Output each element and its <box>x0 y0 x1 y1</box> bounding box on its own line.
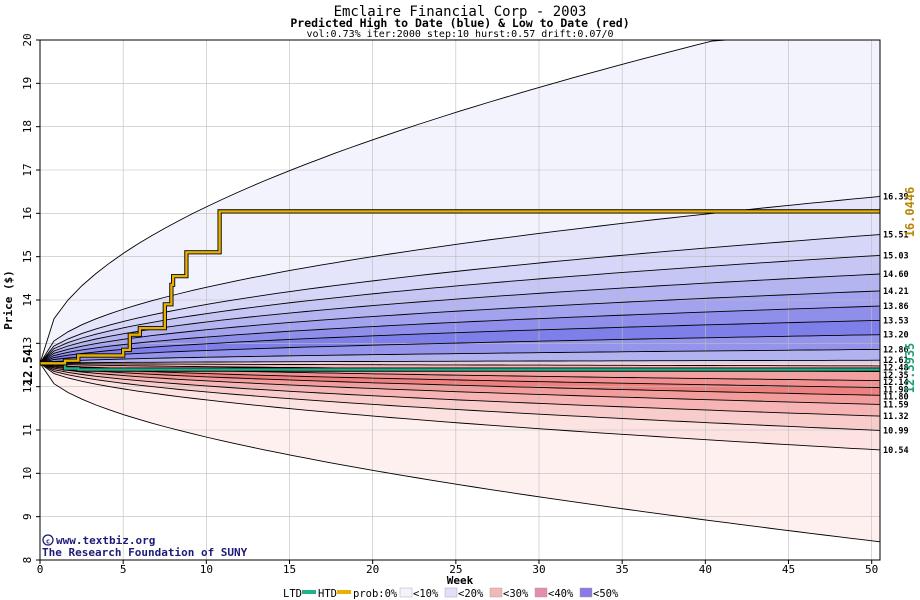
legend-prob-label: prob:0% <box>353 588 398 600</box>
x-tick-label-50: 50 <box>865 563 878 576</box>
x-tick-label-20: 20 <box>366 563 379 576</box>
credit-block: c www.textbiz.org The Research Foundatio… <box>42 534 248 559</box>
legend-item-label-0: <10% <box>413 588 439 600</box>
y-tick-label-17: 17 <box>21 163 34 176</box>
y-tick-label-13: 13 <box>21 337 34 350</box>
chart-params: vol:0.73% iter:2000 step:10 hurst:0.57 d… <box>306 29 613 40</box>
quantile-line-4 <box>39 273 881 364</box>
high-band-9 <box>40 349 880 364</box>
quantile-line-2 <box>39 234 881 364</box>
y-tick-label-16: 16 <box>21 207 34 220</box>
right-label-3: 14.60 <box>883 270 909 280</box>
x-tick-label-5: 5 <box>120 563 127 576</box>
right-label-10: 12.48 <box>883 364 909 374</box>
legend-item-label-4: <50% <box>593 588 619 600</box>
y-axis-ticks: 8 9 10 11 12 13 14 15 16 17 18 19 20 <box>21 33 40 563</box>
right-label-0: 16.39 <box>883 192 909 202</box>
right-label-8: 12.86 <box>883 345 909 355</box>
right-label-17: 10.99 <box>883 426 909 436</box>
start-price-label: 12.54 <box>21 349 35 385</box>
legend-swatch-2 <box>489 587 503 598</box>
x-tick-label-15: 15 <box>283 563 296 576</box>
quantile-line-16 <box>39 362 881 405</box>
x-axis-label: Week <box>447 574 474 587</box>
y-tick-label-15: 15 <box>21 250 34 263</box>
quantile-line-10 <box>39 359 881 364</box>
legend-htd-swatch <box>337 590 351 594</box>
right-label-16: 11.32 <box>883 412 909 422</box>
quantile-line-15 <box>39 362 881 396</box>
y-tick-label-10: 10 <box>21 467 34 480</box>
right-label-5: 13.86 <box>883 302 909 312</box>
y-axis-label: Price ($) <box>2 270 15 330</box>
legend-item-label-2: <30% <box>503 588 529 600</box>
y-tick-label-19: 19 <box>21 77 34 90</box>
right-label-9: 12.61 <box>883 356 909 366</box>
right-label-7: 13.20 <box>883 331 909 341</box>
right-label-14: 11.80 <box>883 393 909 403</box>
right-label-2: 15.03 <box>883 251 909 261</box>
legend-item-label-3: <40% <box>548 588 574 600</box>
quantile-line-6 <box>39 305 881 364</box>
copyright-icon <box>42 534 54 546</box>
y-tick-label-9: 9 <box>21 513 34 520</box>
y-tick-label-11: 11 <box>21 423 34 436</box>
legend-htd-label: HTD <box>318 588 337 600</box>
quantile-line-9 <box>39 348 881 364</box>
htd-path <box>40 210 880 365</box>
y-tick-label-12: 12 <box>21 380 34 393</box>
todate-paths <box>40 209 880 372</box>
quantile-line-5 <box>39 290 881 364</box>
quantile-line-11 <box>39 362 881 367</box>
copyright-icon-glyph: c <box>46 538 50 546</box>
right-label-13: 11.98 <box>883 385 909 395</box>
x-tick-label-45: 45 <box>782 563 795 576</box>
quantile-line-7 <box>39 319 881 364</box>
quantile-line-8 <box>39 334 881 364</box>
y-tick-label-8: 8 <box>21 557 34 564</box>
right-label-1: 15.51 <box>883 231 909 241</box>
legend: LTD HTD prob:0% <10% <20% <30% <40% <50% <box>283 587 619 600</box>
quantile-line-14 <box>39 362 881 388</box>
legend-ltd-swatch <box>302 590 316 594</box>
x-axis-ticks: 0 5 10 15 20 25 30 35 40 45 50 <box>37 560 878 576</box>
right-label-6: 13.53 <box>883 316 909 326</box>
chart-subtitle: Predicted High to Date (blue) & Low to D… <box>290 16 629 30</box>
credit-org: The Research Foundation of SUNY <box>42 546 248 559</box>
quantile-line-19 <box>39 362 881 451</box>
legend-swatch-4 <box>579 587 593 598</box>
quantile-lines <box>39 39 881 543</box>
x-tick-label-10: 10 <box>200 563 213 576</box>
ltd-final-label: 12.3935 <box>903 343 917 394</box>
x-tick-label-0: 0 <box>37 563 44 576</box>
x-tick-label-40: 40 <box>699 563 712 576</box>
right-label-11: 12.35 <box>883 371 909 381</box>
right-label-18: 10.54 <box>883 446 909 456</box>
x-tick-label-30: 30 <box>532 563 545 576</box>
legend-swatch-0 <box>399 587 413 598</box>
quantile-end-labels: 16.39 15.51 15.03 14.60 14.21 13.86 13.53 13.20… <box>883 192 909 456</box>
legend-swatch-3 <box>534 587 548 598</box>
legend-swatch-1 <box>444 587 458 598</box>
y-tick-label-14: 14 <box>21 293 34 307</box>
right-label-15: 11.59 <box>883 400 909 410</box>
y-tick-label-20: 20 <box>21 33 34 46</box>
legend-item-label-1: <20% <box>458 588 484 600</box>
right-label-4: 14.21 <box>883 287 909 297</box>
chart-title: Emclaire Financial Corp - 2003 <box>334 4 587 20</box>
quantile-line-17 <box>39 362 881 417</box>
x-tick-label-35: 35 <box>616 563 629 576</box>
right-label-12: 12.14 <box>883 378 909 388</box>
quantile-line-18 <box>39 362 881 431</box>
y-tick-label-18: 18 <box>21 120 34 133</box>
credit-url[interactable]: www.textbiz.org <box>56 534 155 547</box>
x-tick-label-25: 25 <box>449 563 462 576</box>
legend-items: <10% <20% <30% <40% <50% <box>399 587 619 600</box>
htd-final-label: 16.0446 <box>903 187 917 238</box>
legend-ltd-label: LTD <box>283 588 302 600</box>
quantile-line-3 <box>39 254 881 364</box>
quantile-line-20 <box>39 363 881 543</box>
